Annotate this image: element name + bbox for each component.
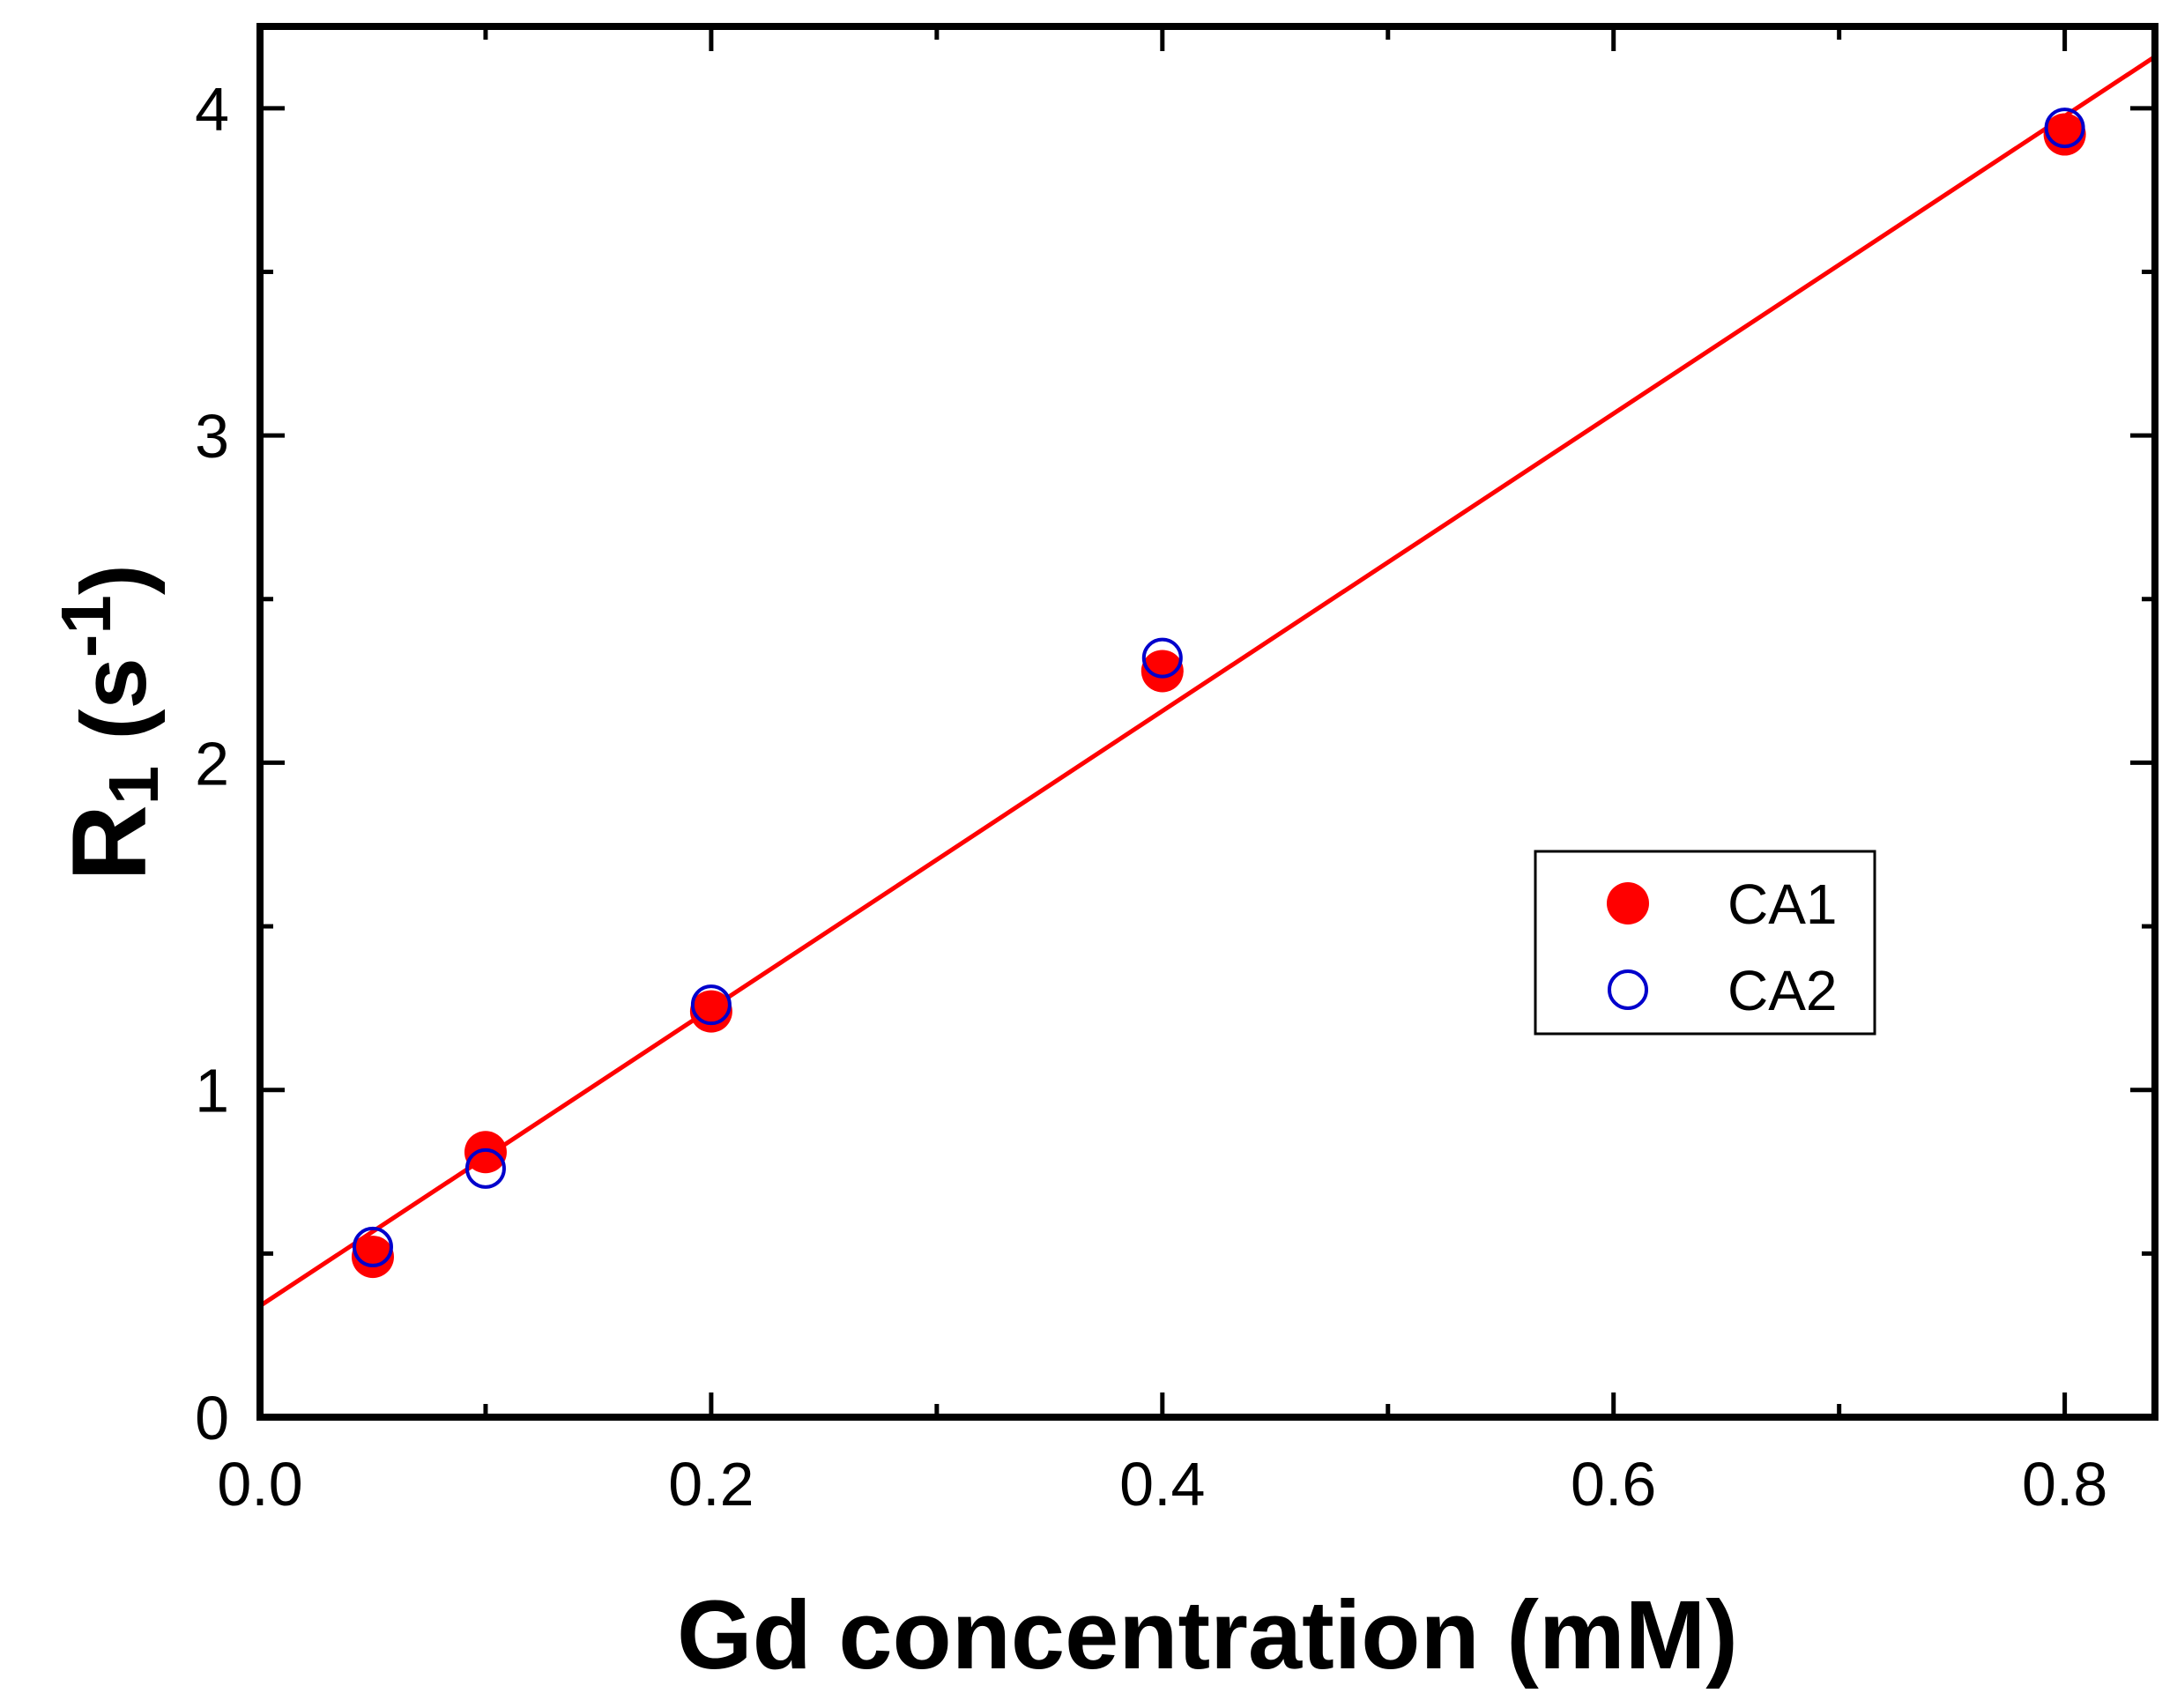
point-ca1 [1141,650,1184,693]
legend-box [1534,850,1876,1036]
point-ca2 [690,984,732,1026]
point-ca2 [1141,637,1183,679]
axis-ticks: 0.0 0.2 0.4 0.6 0.8 0 1 2 3 4 [195,26,2155,1519]
y-axis-title: R1 (s-1) [47,564,173,881]
point-ca2 [464,1147,506,1189]
legend: CA1 CA2 [1534,850,1876,1036]
x-tick-label: 0.2 [668,1450,754,1519]
x-tick-label: 0.8 [2022,1450,2107,1519]
legend-marker-ca1 [1607,882,1649,925]
point-ca2 [352,1226,393,1267]
legend-marker-ca2 [1608,969,1648,1010]
y-tick-label: 1 [195,1057,229,1125]
legend-label-ca1: CA1 [1727,873,1838,936]
x-tick-label: 0.0 [217,1450,302,1519]
y-tick-label: 4 [195,75,229,144]
point-ca2 [2044,108,2085,149]
plot-frame [256,23,2158,1421]
x-tick-label: 0.4 [1119,1450,1205,1519]
legend-label-ca2: CA2 [1727,959,1838,1022]
fit-line [258,55,2157,1308]
x-axis-title: Gd concentration (mM) [677,1581,1738,1689]
point-ca1 [351,1236,394,1279]
y-tick-label: 3 [195,402,229,471]
fit-line-group [258,55,2157,1308]
y-tick-label: 2 [195,729,229,798]
x-tick-label: 0.6 [1571,1450,1656,1519]
y-tick-label: 0 [195,1384,229,1452]
data-points [351,108,2086,1279]
point-ca1 [464,1131,507,1174]
